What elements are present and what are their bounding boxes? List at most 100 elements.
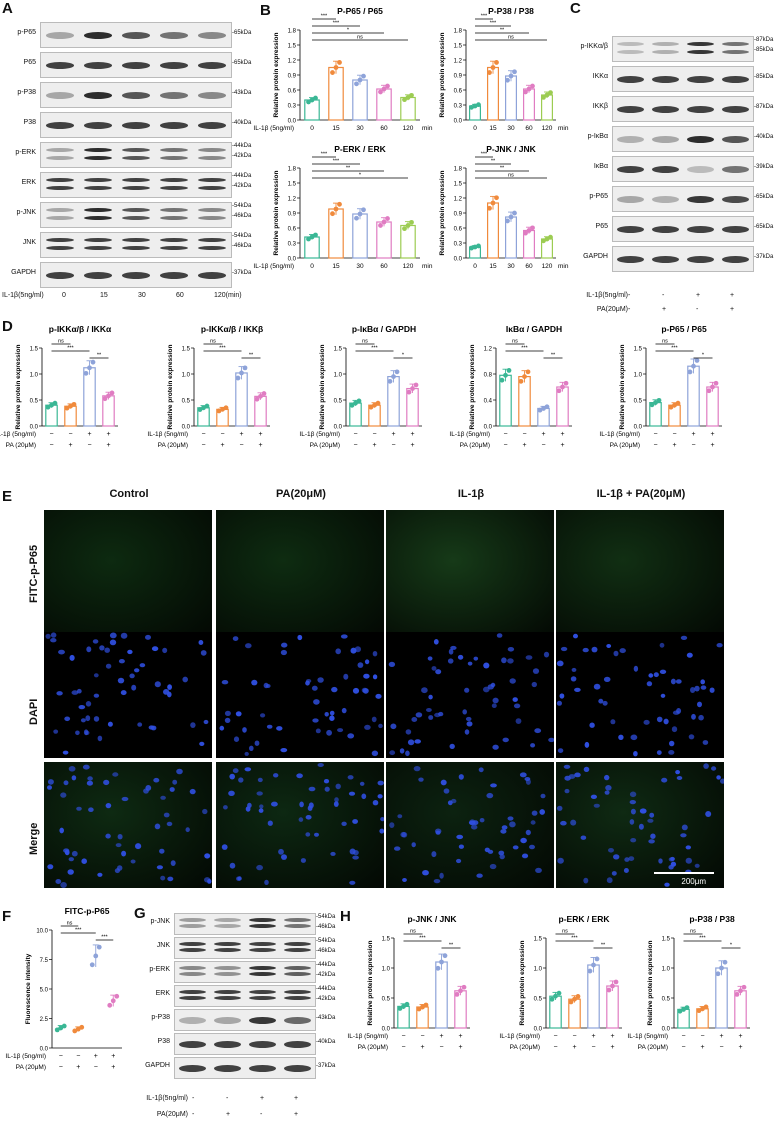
y-tick-label: 0.0	[182, 425, 191, 431]
kda-marker: -40kDa	[754, 134, 774, 140]
nucleus	[557, 857, 564, 864]
nucleus	[698, 714, 704, 721]
nucleus	[87, 776, 93, 781]
data-point	[361, 73, 366, 79]
data-point	[401, 1004, 406, 1009]
nucleus	[593, 803, 600, 808]
nucleus	[630, 838, 637, 843]
data-point	[490, 65, 496, 70]
treatment-sign: −	[59, 1064, 63, 1071]
data-point	[239, 370, 244, 376]
sig-label: ns	[410, 929, 416, 935]
chart-title: IκBα / GAPDH	[506, 324, 562, 334]
y-tick-label: 0.6	[454, 227, 463, 233]
blot-band	[214, 924, 241, 929]
nucleus	[340, 634, 348, 639]
nucleus	[323, 779, 330, 784]
nucleus	[244, 767, 252, 772]
treatment-sign: −	[401, 1033, 405, 1040]
blot-band	[121, 271, 151, 279]
nucleus	[115, 843, 122, 848]
blot-strip	[40, 22, 232, 48]
nucleus	[311, 685, 318, 691]
blot-strip	[174, 961, 316, 983]
chart-D2: p-IKKα/β / IKKβ 0.0 0.5 1.0 1.5 Relative prot…	[147, 324, 270, 449]
y-tick-label: 1.2	[288, 197, 297, 203]
condition-title: Control	[109, 488, 149, 500]
nucleus	[324, 786, 330, 792]
data-point	[594, 956, 600, 962]
nucleus	[55, 879, 62, 884]
nucleus	[431, 851, 437, 858]
data-point	[102, 396, 108, 402]
blot-band	[197, 91, 227, 99]
nucleus	[582, 647, 589, 653]
nucleus	[71, 690, 79, 695]
nucleus	[580, 835, 587, 840]
y-tick-label: 1.2	[454, 197, 463, 203]
y-tick-label: 0.0	[662, 1027, 671, 1033]
treatment-label: IL-1β (5ng/ml)	[627, 1033, 668, 1040]
nucleus	[47, 779, 54, 785]
blot-band	[652, 225, 679, 233]
kda-marker: -46kDa	[316, 924, 336, 930]
x-tick-label: 30	[356, 263, 364, 270]
data-point	[409, 92, 414, 98]
blot-band	[45, 271, 75, 279]
nucleus	[350, 647, 357, 654]
blot-band	[617, 75, 644, 83]
data-point	[442, 953, 448, 959]
nucleus	[145, 785, 152, 791]
nucleus	[670, 856, 675, 861]
nucleus	[273, 773, 279, 778]
treatment-sign: −	[681, 1044, 685, 1051]
sig-label: ns	[58, 339, 64, 345]
x-tick-label: 120	[542, 263, 553, 270]
blot-band	[214, 917, 241, 922]
data-point	[439, 959, 444, 965]
y-tick-label: 0.3	[288, 242, 297, 248]
blot-band	[687, 75, 714, 83]
nucleus	[648, 839, 655, 844]
treatment-sign: +	[672, 442, 676, 449]
nucleus	[685, 845, 691, 850]
blot-row-label: p-JNK	[150, 918, 170, 925]
treatment-sign: +	[730, 292, 735, 299]
chart-title: P-ERK / ERK	[334, 144, 386, 154]
chart-title: P-P65 / P65	[337, 6, 383, 16]
nucleus	[105, 803, 112, 809]
blot-band	[121, 155, 151, 160]
treatment-sign: −	[87, 442, 91, 449]
blot-row-label: p-P38	[151, 1014, 170, 1021]
nucleus	[529, 844, 535, 850]
y-tick-label: 2.5	[40, 1017, 49, 1023]
data-point	[89, 962, 95, 968]
chart-B3: P-ERK / ERK 0.0 0.3 0.6 0.9 1.2 1.5 1.8 Relative…	[253, 144, 432, 270]
blot-band	[197, 245, 227, 250]
treatment-sign: +	[294, 1111, 299, 1118]
nucleus	[473, 656, 479, 661]
treatment-sign: -	[260, 1111, 263, 1118]
blot-row-label: P65	[595, 223, 608, 230]
blot-band	[687, 195, 714, 203]
nucleus	[465, 716, 472, 722]
blot-band	[214, 972, 241, 977]
treatment-label: IL-1β(5ng/ml)	[586, 292, 628, 299]
y-tick-label: 7.5	[40, 958, 49, 964]
nucleus	[163, 812, 170, 818]
nucleus	[559, 693, 565, 699]
treatment-sign: +	[560, 431, 564, 438]
micrograph	[216, 632, 384, 758]
blot-band	[83, 245, 113, 250]
nucleus	[92, 639, 99, 644]
kda-marker: -43kDa	[232, 90, 252, 96]
treatment-sign: −	[94, 1064, 98, 1071]
treatment-label: PA (20μM)	[16, 1064, 46, 1071]
sig-label: ns	[210, 339, 216, 345]
data-point	[83, 370, 89, 376]
kda-marker: -42kDa	[232, 153, 252, 159]
y-tick-label: 1.2	[454, 59, 463, 65]
sig-label: ns	[508, 173, 514, 179]
nucleus	[260, 713, 266, 718]
blot-band	[83, 147, 113, 152]
